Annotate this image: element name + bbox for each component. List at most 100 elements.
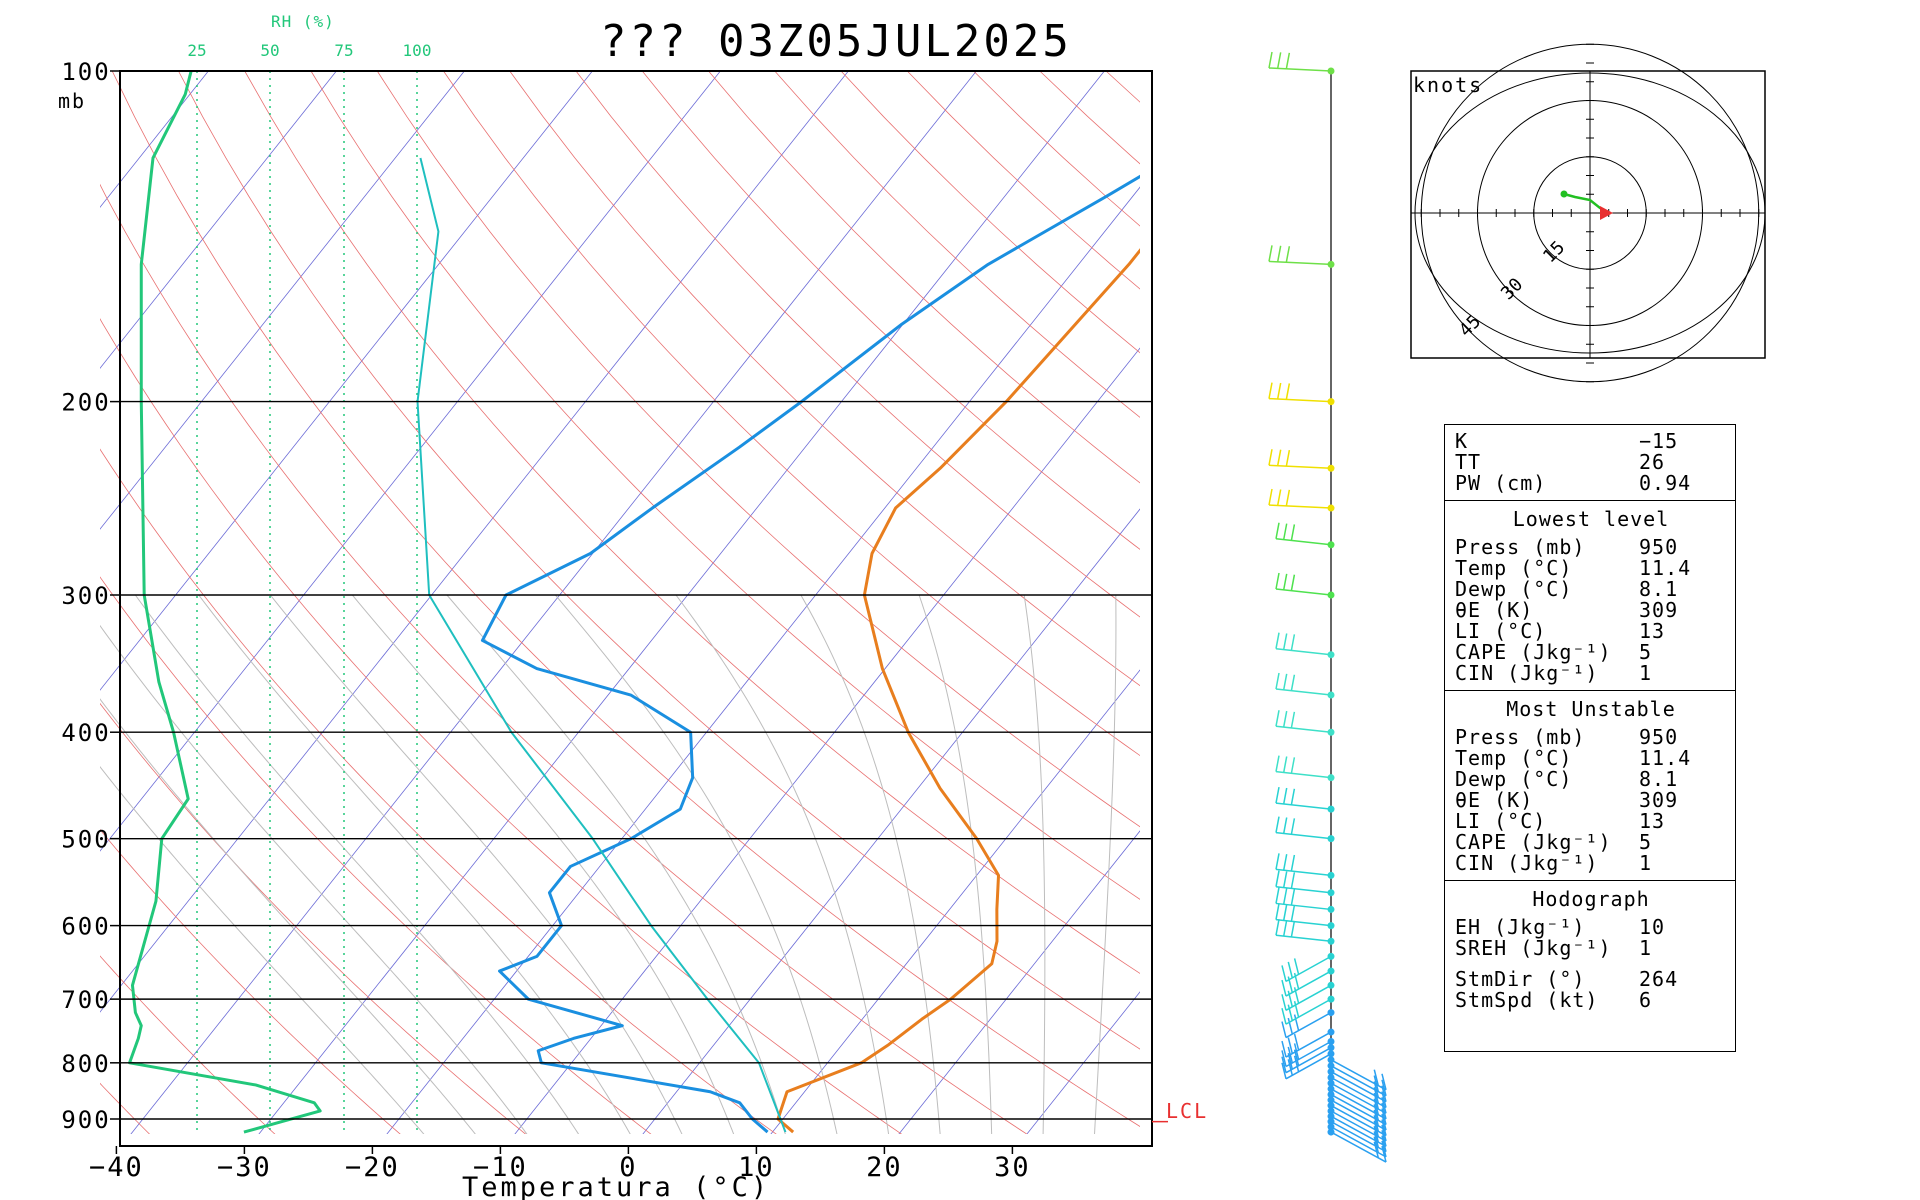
index-value: 309	[1639, 788, 1679, 812]
chart-title: ??? 03Z05JUL2025	[600, 16, 1072, 67]
wind-barb-feather	[1293, 987, 1300, 1004]
section-title: Hodograph	[1532, 887, 1650, 911]
pressure-tick-label: 700	[61, 986, 110, 1014]
index-label: Press (mb)	[1455, 535, 1586, 559]
wind-barb-staff	[1275, 647, 1332, 656]
isotherm-line	[130, 70, 977, 1134]
wind-barb-feather	[1290, 711, 1296, 729]
wind-barb-feather	[1282, 710, 1288, 728]
wind-barb-feather	[1287, 1037, 1294, 1054]
wind-barb-feather	[1287, 1004, 1294, 1021]
wind-barb-staff	[1285, 998, 1332, 1025]
wind-barb-feather	[1281, 965, 1287, 982]
wind-barb-feather	[1275, 919, 1280, 936]
dry-adiabat-line	[100, 448, 777, 1134]
wind-barb-feather	[1285, 246, 1291, 263]
pressure-tick-label: 900	[61, 1106, 110, 1134]
moist-adiabat-line	[351, 594, 735, 1134]
index-value: 26	[1639, 450, 1666, 474]
wind-barb-staff	[1275, 588, 1332, 596]
moist-adiabat-line	[918, 594, 993, 1134]
wind-barb-staff	[1330, 1126, 1387, 1158]
index-row: Temp (°C) 11.4	[1455, 558, 1727, 579]
hodograph-frame	[1410, 70, 1766, 359]
wind-barb-feather	[1268, 51, 1273, 69]
index-label: StmDir (°)	[1455, 967, 1586, 991]
wind-barb-feather	[1275, 903, 1280, 920]
wind-barb-feather	[1290, 818, 1296, 835]
wind-barb-feather	[1282, 919, 1288, 937]
dry-adiabat-line	[376, 70, 1140, 828]
dry-adiabat-line	[178, 70, 1140, 1050]
x-tick-label: 10	[738, 1152, 775, 1183]
moist-adiabat-line	[555, 594, 838, 1134]
wind-barb-staff	[1275, 918, 1332, 927]
moist-adiabat-line	[100, 624, 528, 1134]
moist-adiabat-line	[446, 594, 786, 1134]
rh-profile-line	[128, 70, 322, 1134]
wind-barb-feather	[1293, 958, 1300, 975]
wind-barb-staff	[1275, 725, 1332, 733]
index-value: 309	[1639, 598, 1679, 622]
rh-tick-label: 50	[260, 41, 279, 60]
x-tick-label: 0	[619, 1152, 637, 1183]
index-label: Temp (°C)	[1455, 746, 1573, 770]
wind-barb-feather	[1373, 1069, 1380, 1086]
wind-barb-feather	[1287, 1059, 1294, 1076]
wind-barb-staff	[1330, 1115, 1387, 1148]
wind-barb-feather	[1275, 572, 1280, 590]
index-value: 1	[1639, 936, 1653, 960]
index-row: Temp (°C) 11.4	[1455, 748, 1727, 769]
rh-axis-title: RH (%)	[271, 12, 335, 31]
wind-barb-feather	[1282, 673, 1288, 691]
wind-barb-feather	[1290, 574, 1296, 591]
isotherm-line	[100, 70, 465, 530]
wind-barb-staff	[1330, 1110, 1387, 1142]
plot-frame	[119, 70, 1153, 1147]
wind-barb-feather	[1276, 382, 1282, 400]
wind-barb-feather	[1290, 757, 1296, 774]
wind-barb-feather	[1287, 1017, 1294, 1035]
wind-barb-feather	[1275, 786, 1280, 804]
index-label: LI (°C)	[1455, 809, 1547, 833]
wind-barb-feather	[1282, 633, 1288, 650]
index-row: Press (mb) 950	[1455, 727, 1727, 748]
wind-barb-feather	[1275, 672, 1280, 690]
index-row: CAPE (Jkg⁻¹) 5	[1455, 642, 1727, 663]
wind-barb-feather	[1381, 1079, 1387, 1096]
x-tick-label: −10	[473, 1152, 528, 1183]
wind-barb-feather	[1275, 522, 1280, 539]
wind-barb-feather	[1290, 920, 1296, 938]
index-label: PW (cm)	[1455, 471, 1547, 495]
index-row: CIN (Jkg⁻¹) 1	[1455, 853, 1727, 874]
wind-barb-staff	[1330, 1131, 1387, 1163]
wind-barb-staff	[1330, 1059, 1387, 1091]
indices-hodograph: Hodograph EH (Jkg⁻¹) 10 SREH (Jkg⁻¹) 1 StmD…	[1445, 881, 1735, 1017]
wind-barb-feather	[1275, 887, 1280, 904]
moist-adiabat-line	[675, 594, 890, 1134]
indices-lowest-level: Lowest level Press (mb) 950 Temp (°C) 11.4 D…	[1445, 501, 1735, 691]
dry-adiabat-line	[575, 70, 1140, 618]
wind-barb-feather	[1268, 382, 1273, 399]
index-label: CAPE (Jkg⁻¹)	[1455, 640, 1612, 664]
pressure-tick-label: 500	[61, 826, 110, 854]
index-label: TT	[1455, 450, 1482, 474]
wind-barb-feather	[1290, 888, 1296, 906]
index-value: 264	[1639, 967, 1679, 991]
wind-barb-staff	[1268, 464, 1332, 470]
rh-tick-label: 100	[403, 41, 432, 60]
index-value: 13	[1639, 809, 1666, 833]
section-title: Lowest level	[1512, 507, 1670, 531]
wind-barb-feather	[1281, 1007, 1287, 1025]
index-row: EH (Jkg⁻¹) 10	[1455, 917, 1727, 938]
wind-barb-feather	[1276, 489, 1282, 506]
index-row: Dewp (°C) 8.1	[1455, 579, 1727, 600]
wind-barb-staff	[1275, 885, 1332, 894]
isotherm-line	[386, 186, 1140, 1134]
wind-barb-feather	[1290, 674, 1296, 691]
wind-barb-feather	[1268, 488, 1273, 506]
dry-adiabat-line	[111, 70, 1140, 1127]
isotherm-line	[514, 347, 1140, 1134]
wind-barb-feather	[1290, 788, 1296, 805]
